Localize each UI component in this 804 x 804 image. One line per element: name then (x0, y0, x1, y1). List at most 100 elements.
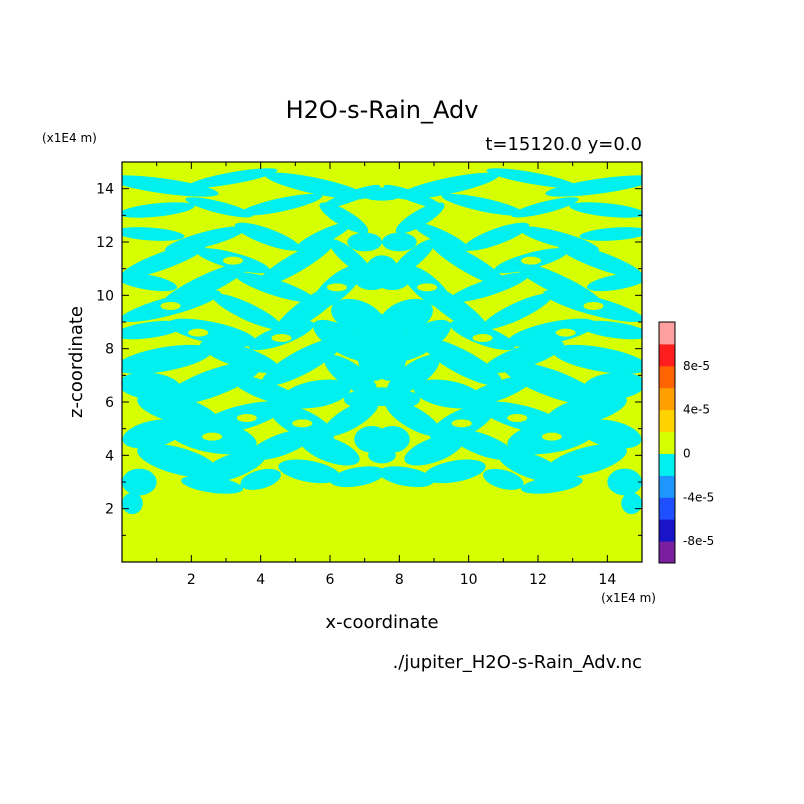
zero-region (271, 334, 292, 342)
zero-region (507, 414, 528, 422)
negative-region (579, 227, 642, 241)
negative-region (391, 239, 436, 277)
negative-region (520, 475, 583, 494)
chart-title: H2O-s-Rain_Adv (286, 96, 479, 124)
negative-region (274, 283, 344, 335)
colorbar-swatch (659, 409, 675, 433)
negative-region (441, 193, 524, 216)
zero-region (188, 328, 209, 337)
negative-region (420, 283, 490, 335)
colorbar-swatch (659, 322, 675, 345)
y-axis: 2 4 6 8 10 12 14 (96, 182, 642, 536)
negative-region (502, 361, 601, 406)
negative-region (546, 393, 627, 427)
zero-region (451, 419, 472, 428)
negative-region (586, 272, 642, 292)
negative-region (122, 175, 219, 197)
chart-subtitle: t=15120.0 y=0.0 (485, 134, 642, 155)
negative-region (375, 426, 410, 453)
x-tick-label: 8 (395, 572, 404, 588)
zero-region (292, 419, 313, 428)
negative-region (240, 468, 281, 490)
negative-region-field (122, 168, 642, 514)
negative-region (265, 172, 368, 200)
zero-region (521, 256, 542, 265)
negative-region (412, 222, 470, 252)
colorbar-swatch (659, 475, 675, 498)
y-tick-label: 14 (96, 182, 114, 198)
zero-region (326, 283, 347, 292)
negative-region (122, 272, 178, 292)
negative-region (507, 318, 597, 347)
negative-region (212, 293, 282, 330)
negative-region (328, 239, 373, 277)
negative-region (324, 354, 378, 396)
colorbar-label: 4e-5 (683, 403, 710, 417)
negative-region (483, 468, 524, 490)
colorbar-label: 0 (683, 446, 691, 460)
negative-region (137, 443, 218, 478)
negative-region (366, 255, 398, 282)
negative-region (262, 338, 343, 386)
negative-region (122, 243, 207, 279)
y-tick-label: 12 (96, 235, 114, 251)
x-tick-label: 6 (326, 572, 335, 588)
colorbar-swatch (659, 519, 675, 542)
negative-region (378, 466, 434, 488)
zero-region (222, 256, 243, 265)
x-unit-label: (x1E4 m) (601, 591, 656, 605)
negative-region (323, 399, 379, 437)
zero-region (541, 432, 562, 441)
zero-region (236, 414, 257, 422)
x-tick-label: 2 (187, 572, 196, 588)
negative-region (361, 187, 403, 201)
negative-region (122, 468, 157, 496)
colorbar-swatch (659, 541, 675, 564)
negative-region (404, 434, 464, 466)
negative-region (163, 361, 262, 406)
plot-frame (121, 161, 643, 563)
x-axis-label: x-coordinate (325, 612, 438, 633)
negative-region (413, 379, 483, 409)
y-unit-label: (x1E4 m) (42, 131, 97, 145)
zero-region (202, 432, 223, 441)
negative-region (511, 197, 579, 218)
negative-region (300, 434, 360, 466)
colorbar-swatch (659, 431, 675, 454)
negative-region (421, 338, 502, 386)
negative-region (382, 232, 417, 252)
colorbar-swatch (659, 497, 675, 520)
colorbar-swatch (659, 453, 675, 476)
negative-region (294, 222, 352, 252)
colorbar-swatch (659, 365, 675, 389)
negative-region (424, 459, 486, 484)
negative-region (498, 449, 564, 483)
zero-region (160, 302, 181, 310)
negative-region (122, 202, 195, 218)
negative-region (368, 447, 396, 464)
y-tick-label: 8 (105, 342, 114, 358)
negative-region (395, 202, 445, 234)
source-file-label: ./jupiter_H2O-s-Rain_Adv.nc (393, 652, 642, 673)
colorbar-label: 8e-5 (683, 359, 710, 373)
y-tick-label: 2 (105, 502, 114, 518)
negative-region (122, 227, 185, 241)
negative-region (240, 193, 323, 216)
zero-region (472, 334, 493, 342)
negative-region (364, 387, 400, 406)
negative-region (579, 320, 642, 340)
negative-region (429, 239, 508, 288)
negative-region (357, 314, 407, 352)
negative-region (545, 175, 642, 197)
negative-region (607, 468, 642, 496)
negative-region (281, 379, 351, 409)
negative-region (449, 272, 530, 303)
x-axis: 2 4 6 8 10 12 14 (156, 162, 616, 588)
negative-region (188, 168, 278, 188)
x-tick-label: 12 (529, 572, 547, 588)
negative-region (137, 393, 218, 427)
negative-region (122, 419, 184, 449)
negative-region (347, 232, 382, 252)
negative-region (569, 202, 642, 218)
